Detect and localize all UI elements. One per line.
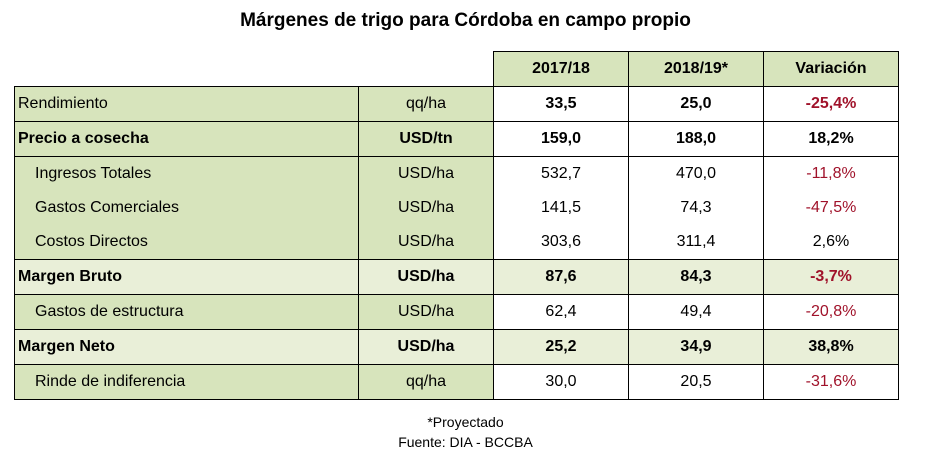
row-rendimiento: Rendimiento qq/ha 33,5 25,0 -25,4%	[14, 86, 899, 122]
row-unit: USD/ha	[358, 329, 494, 365]
cell-variacion: 18,2%	[763, 121, 899, 157]
cell-2017: 25,2	[493, 329, 629, 365]
cell-variacion: 38,8%	[763, 329, 899, 365]
row-label: Precio a cosecha	[14, 121, 359, 157]
cell-variacion: -47,5%	[763, 191, 899, 225]
row-rinde-indiferencia: Rinde de indiferencia qq/ha 30,0 20,5 -3…	[14, 364, 899, 400]
cell-variacion: -3,7%	[763, 259, 899, 295]
row-label: Margen Bruto	[14, 259, 359, 295]
cell-2017: 62,4	[493, 294, 629, 330]
row-gastos-comerciales: Gastos Comerciales USD/ha 141,5 74,3 -47…	[14, 191, 899, 225]
row-unit: qq/ha	[358, 364, 494, 400]
col-header-variacion: Variación	[763, 51, 899, 87]
row-unit: USD/ha	[358, 259, 494, 295]
cell-2018: 49,4	[628, 294, 764, 330]
row-gastos-estructura: Gastos de estructura USD/ha 62,4 49,4 -2…	[14, 294, 899, 330]
margins-table: 2017/18 2018/19* Variación Rendimiento q…	[14, 51, 899, 400]
row-margen-bruto: Margen Bruto USD/ha 87,6 84,3 -3,7%	[14, 259, 899, 295]
cell-2018: 25,0	[628, 86, 764, 122]
cell-variacion: -31,6%	[763, 364, 899, 400]
cell-2018: 470,0	[628, 156, 764, 191]
row-label: Rinde de indiferencia	[14, 364, 359, 400]
cell-2018: 20,5	[628, 364, 764, 400]
row-label: Costos Directos	[14, 225, 359, 260]
row-unit: USD/ha	[358, 191, 494, 225]
table-title: Márgenes de trigo para Córdoba en campo …	[240, 10, 691, 31]
cell-2017: 532,7	[493, 156, 629, 191]
source-note: Fuente: DIA - BCCBA	[398, 434, 533, 450]
row-unit: qq/ha	[358, 86, 494, 122]
header-row: 2017/18 2018/19* Variación	[14, 51, 899, 87]
cell-2017: 303,6	[493, 225, 629, 260]
row-ingresos-totales: Ingresos Totales USD/ha 532,7 470,0 -11,…	[14, 156, 899, 191]
row-label: Ingresos Totales	[14, 156, 359, 191]
cell-2018: 84,3	[628, 259, 764, 295]
row-label: Gastos de estructura	[14, 294, 359, 330]
row-label: Gastos Comerciales	[14, 191, 359, 225]
row-label: Margen Neto	[14, 329, 359, 365]
cell-2018: 34,9	[628, 329, 764, 365]
cell-2017: 30,0	[493, 364, 629, 400]
cell-2017: 87,6	[493, 259, 629, 295]
cell-variacion: -25,4%	[763, 86, 899, 122]
row-margen-neto: Margen Neto USD/ha 25,2 34,9 38,8%	[14, 329, 899, 365]
row-unit: USD/ha	[358, 225, 494, 260]
cell-2018: 74,3	[628, 191, 764, 225]
cell-variacion: -20,8%	[763, 294, 899, 330]
cell-variacion: -11,8%	[763, 156, 899, 191]
row-unit: USD/ha	[358, 294, 494, 330]
col-header-2017: 2017/18	[493, 51, 629, 87]
cell-2017: 33,5	[493, 86, 629, 122]
row-precio-cosecha: Precio a cosecha USD/tn 159,0 188,0 18,2…	[14, 121, 899, 157]
cell-2017: 159,0	[493, 121, 629, 157]
col-header-2018: 2018/19*	[628, 51, 764, 87]
row-unit: USD/ha	[358, 156, 494, 191]
row-unit: USD/tn	[358, 121, 494, 157]
footnote: *Proyectado	[427, 414, 504, 430]
row-costos-directos: Costos Directos USD/ha 303,6 311,4 2,6%	[14, 225, 899, 260]
row-label: Rendimiento	[14, 86, 359, 122]
cell-2018: 188,0	[628, 121, 764, 157]
cell-2017: 141,5	[493, 191, 629, 225]
cell-2018: 311,4	[628, 225, 764, 260]
cell-variacion: 2,6%	[763, 225, 899, 260]
